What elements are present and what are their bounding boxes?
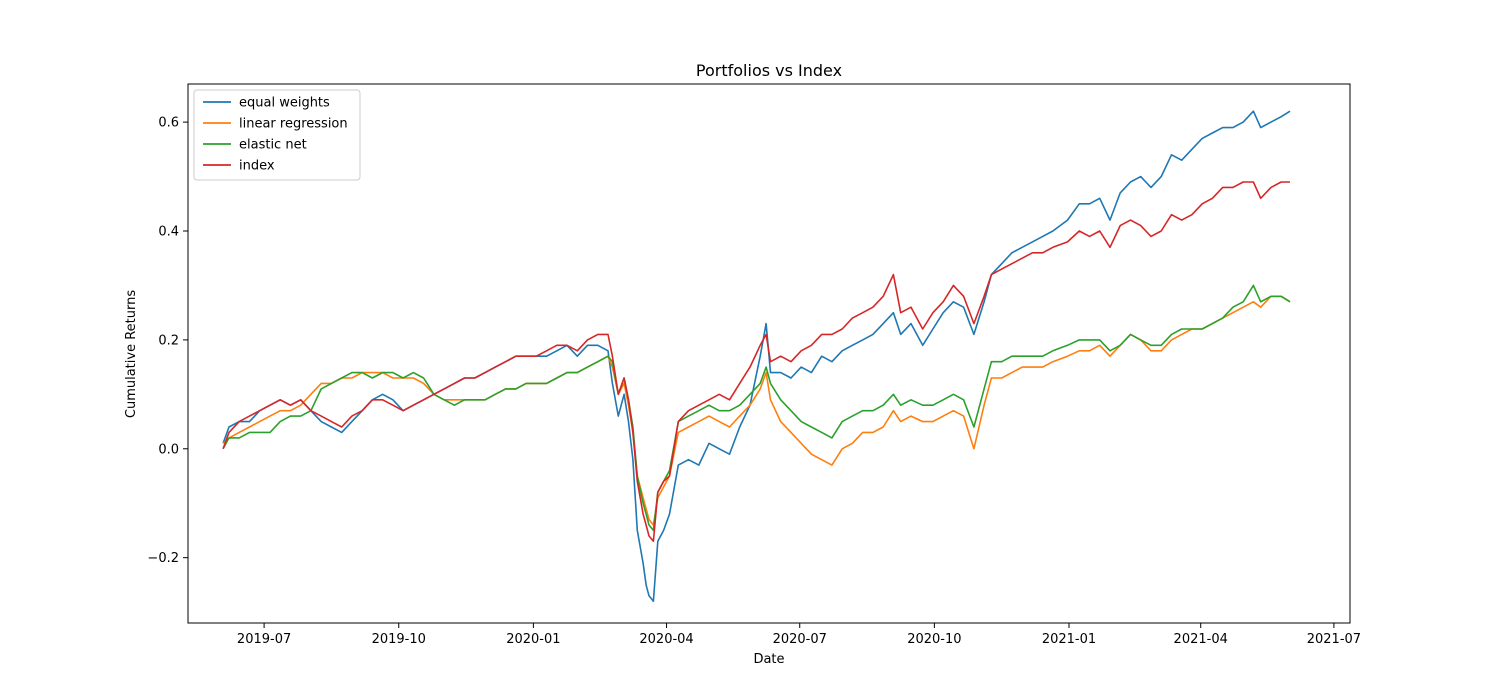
legend-label: equal weights [239, 96, 330, 111]
x-tick-label: 2020-10 [907, 632, 961, 647]
x-tick-label: 2020-01 [506, 632, 560, 647]
y-tick-label: −0.2 [147, 551, 179, 566]
series-line-4 [222, 181, 1290, 543]
y-axis-title: Cumulative Returns [124, 290, 139, 418]
y-tick-label: 0.6 [158, 116, 179, 131]
series-line-3 [222, 284, 1291, 532]
series-line-1 [222, 110, 1291, 602]
x-tick-label: 2021-04 [1174, 632, 1228, 647]
legend-box [193, 89, 361, 181]
x-tick-label: 2021-07 [1307, 632, 1361, 647]
x-tick-label: 2019-07 [237, 632, 291, 647]
x-axis: 2019-07 2019-10 2020-01 2020-04 2020-07 2020-… [237, 623, 1361, 647]
y-axis: −0.2 0.0 0.2 0.4 0.6 [147, 116, 188, 566]
y-tick-label: 0.2 [158, 333, 179, 348]
plot-frame [187, 83, 1351, 624]
legend: equal weights linear regression elastic ne… [193, 89, 361, 181]
legend-label: linear regression [239, 117, 348, 132]
x-tick-label: 2020-07 [773, 632, 827, 647]
y-tick-label: 0.0 [158, 442, 179, 457]
legend-label: index [239, 159, 275, 174]
x-tick-label: 2021-01 [1042, 632, 1096, 647]
x-tick-label: 2019-10 [372, 632, 426, 647]
series-line-2 [222, 295, 1291, 526]
legend-label: elastic net [239, 138, 307, 153]
y-tick-label: 0.4 [158, 225, 179, 240]
chart-title: Portfolios vs Index [696, 61, 842, 80]
x-tick-label: 2020-04 [639, 632, 693, 647]
series-layer [222, 110, 1291, 602]
x-axis-title: Date [753, 652, 784, 667]
